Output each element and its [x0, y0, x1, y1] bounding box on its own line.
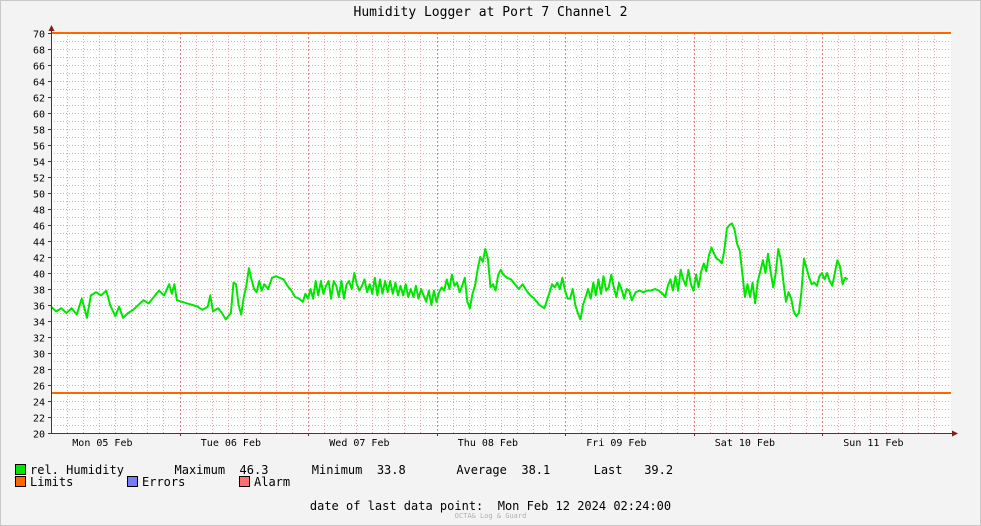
limits-layer: [51, 32, 951, 394]
y-tick-label: 30: [33, 350, 45, 361]
y-tick-label: 52: [33, 174, 45, 185]
axes-layer: [48, 25, 958, 437]
series-swatch: [15, 464, 26, 475]
x-tick-label: Fri 09 Feb: [586, 438, 646, 449]
y-tick-label: 64: [33, 78, 45, 89]
y-tick-label: 66: [33, 62, 45, 73]
y-tick-label: 42: [33, 254, 45, 265]
y-tick-label: 68: [33, 46, 45, 57]
limits-swatch: [15, 476, 26, 487]
y-tick-label: 38: [33, 286, 45, 297]
legend-last-value: 39.2: [644, 463, 674, 477]
chart-title: Humidity Logger at Port 7 Channel 2: [353, 5, 628, 20]
y-tick-label: 46: [33, 222, 45, 233]
legend-avg-value: 38.1: [521, 463, 551, 477]
y-tick-label: 34: [33, 318, 45, 329]
y-axis-arrow: [48, 25, 55, 31]
y-tick-label: 44: [33, 238, 45, 249]
legend-row-2: Limits: [15, 475, 73, 489]
legend-row-1: rel. Humidity Maximum 46.3 Minimum 33.8 …: [15, 463, 673, 477]
alarm-swatch: [239, 476, 250, 487]
legend-errors-label: Errors: [142, 475, 186, 489]
y-tick-label: 70: [33, 30, 45, 41]
y-tick-label: 50: [33, 190, 45, 201]
credit-text: OCTA& Log & Guard: [454, 512, 527, 520]
y-tick-label: 62: [33, 94, 45, 105]
legend-min-label: Minimum: [311, 463, 363, 477]
x-tick-label: Sat 10 Feb: [715, 438, 775, 449]
legend-avg-label: Average: [456, 463, 507, 477]
y-tick-label: 20: [33, 430, 45, 441]
y-tick-label: 40: [33, 270, 45, 281]
series-line: [50, 222, 849, 321]
x-tick-label: Sun 11 Feb: [843, 438, 903, 449]
x-tick-label: Wed 07 Feb: [329, 438, 389, 449]
x-tick-label: Thu 08 Feb: [458, 438, 518, 449]
y-tick-label: 36: [33, 302, 45, 313]
y-tick-label: 22: [33, 414, 45, 425]
legend-last-label: Last: [593, 463, 623, 477]
errors-swatch: [127, 476, 138, 487]
legend-series-label: rel. Humidity: [30, 463, 124, 477]
y-tick-label: 60: [33, 110, 45, 121]
x-axis-arrow: [952, 430, 958, 437]
last-data-point-label: date of last data point:: [309, 499, 484, 513]
x-tick-label: Tue 06 Feb: [201, 438, 261, 449]
last-data-point: date of last data point: Mon Feb 12 2024…: [0, 499, 981, 513]
last-data-point-value: Mon Feb 12 2024 02:24:00: [497, 499, 672, 513]
legend-limits-label: Limits: [30, 475, 74, 489]
y-tick-label: 48: [33, 206, 45, 217]
legend-max-value: 46.3: [239, 463, 269, 477]
y-tick-label: 26: [33, 382, 45, 393]
legend-min-value: 33.8: [376, 463, 406, 477]
y-tick-label: 56: [33, 142, 45, 153]
legend-alarm-label: Alarm: [254, 475, 291, 489]
grid-layer: [51, 33, 951, 434]
series-layer: [50, 222, 849, 321]
legend-errors: Errors: [127, 475, 185, 489]
x-tick-label: Mon 05 Feb: [72, 438, 132, 449]
legend-max-label: Maximum: [174, 463, 226, 477]
y-tick-label: 32: [33, 334, 45, 345]
y-tick-label: 28: [33, 366, 45, 377]
y-tick-label: 54: [33, 158, 45, 169]
legend-alarm: Alarm: [239, 475, 290, 489]
y-tick-label: 24: [33, 398, 45, 409]
ticks-layer: 20 22 24 26 28 30 32 34 36 38 40 42 44 46 48 50 52 54 56 58…: [33, 30, 904, 450]
y-tick-label: 58: [33, 126, 45, 137]
